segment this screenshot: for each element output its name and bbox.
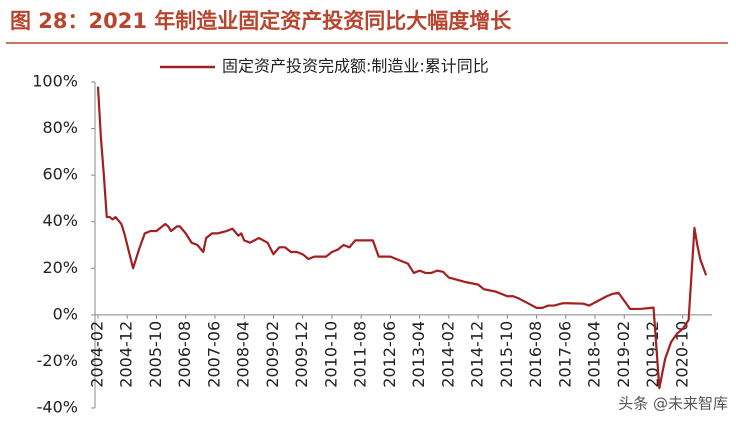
chart-title: 图 28：2021 年制造业固定资产投资同比大幅度增长 <box>10 9 512 33</box>
x-tick-label: 2013-04 <box>409 321 428 388</box>
x-tick-label: 2004-12 <box>117 321 136 388</box>
y-tick-label: 80% <box>42 118 78 137</box>
x-tick-label: 2019-02 <box>614 321 633 388</box>
y-tick-label: 100% <box>32 72 78 91</box>
x-tick-label: 2018-04 <box>585 321 604 388</box>
series-line <box>96 86 708 390</box>
x-tick-label: 2009-12 <box>292 321 311 388</box>
y-tick-label: 60% <box>42 165 78 184</box>
x-tick-label: 2006-08 <box>175 321 194 388</box>
x-tick-label: 2011-08 <box>351 321 370 388</box>
x-tick-label: 2014-12 <box>468 321 487 388</box>
x-tick-label: 2004-02 <box>88 321 107 388</box>
x-tick-label: 2010-10 <box>321 321 340 388</box>
x-tick-label: 2009-02 <box>263 321 282 388</box>
x-tick-label: 2020-10 <box>672 321 691 388</box>
x-tick-label: 2012-06 <box>380 321 399 388</box>
y-tick-label: 0% <box>53 304 78 323</box>
x-tick-label: 2017-06 <box>555 321 574 388</box>
x-tick-label: 2014-02 <box>438 321 457 388</box>
y-tick-label: 40% <box>42 211 78 230</box>
x-tick-label: 2016-08 <box>526 321 545 388</box>
y-tick-label: 20% <box>42 258 78 277</box>
x-tick-label: 2008-04 <box>234 321 253 388</box>
y-tick-label: -40% <box>37 398 78 417</box>
watermark: 头条 @未来智库 <box>618 395 728 413</box>
legend-label: 固定资产投资完成额:制造业:累计同比 <box>222 57 489 76</box>
x-tick-label: 2005-10 <box>146 321 165 388</box>
x-tick-label: 2015-10 <box>497 321 516 388</box>
y-tick-label: -20% <box>37 351 78 370</box>
x-tick-label: 2007-06 <box>204 321 223 388</box>
